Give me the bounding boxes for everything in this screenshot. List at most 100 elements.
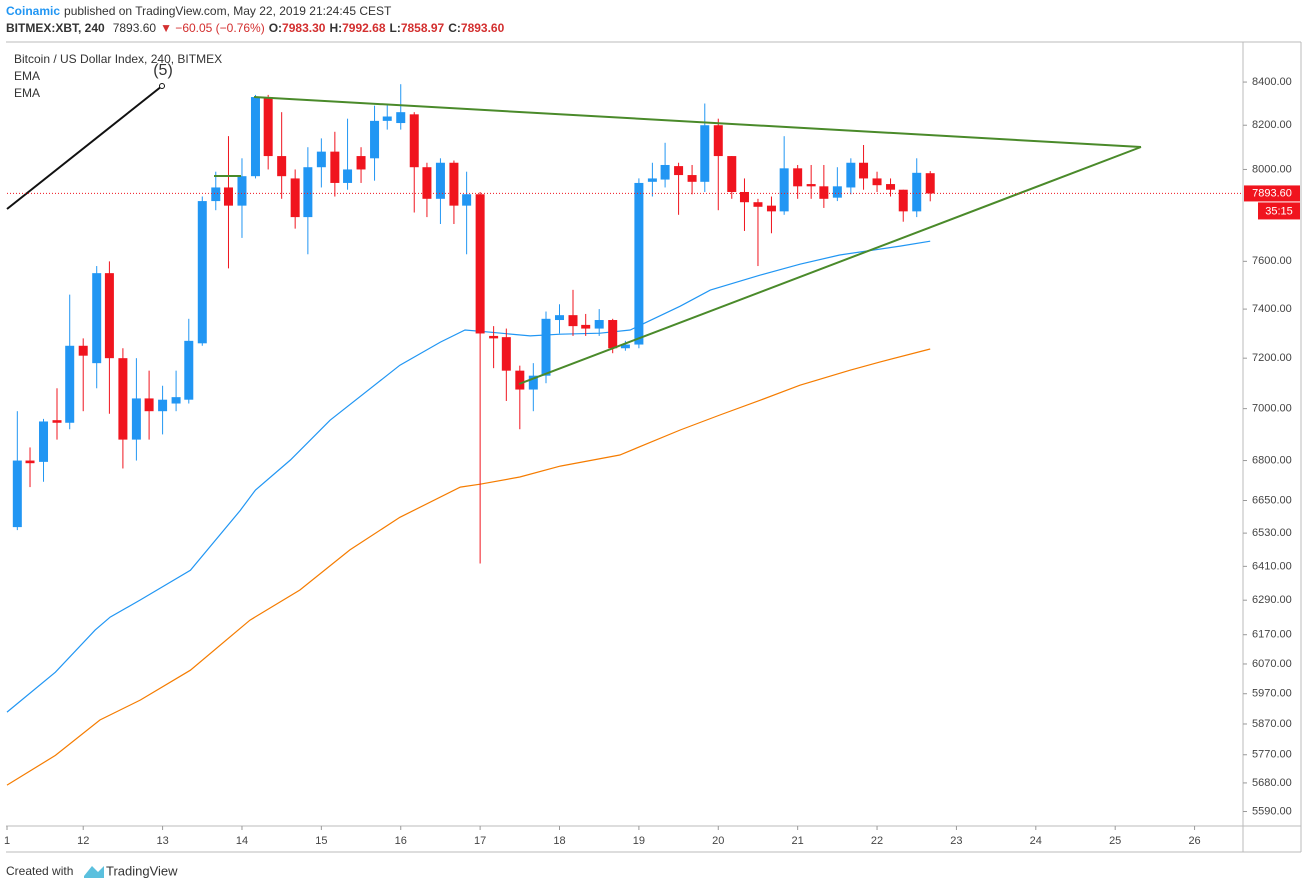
x-tick-label: 15	[315, 835, 327, 847]
candle-body	[92, 273, 102, 364]
price-label: 7893.60	[1252, 187, 1292, 199]
trendline-upper	[253, 96, 1142, 148]
candle-body	[277, 156, 287, 177]
candle-body	[104, 273, 114, 359]
candle-body	[396, 112, 406, 124]
plot	[6, 84, 935, 786]
candle-body	[25, 460, 35, 464]
candle-body	[674, 166, 684, 176]
candle-body	[806, 184, 816, 187]
candle-body	[620, 344, 630, 349]
y-tick-label: 5590.00	[1252, 805, 1292, 817]
x-tick-label: 25	[1109, 835, 1121, 847]
y-tick-label: 7400.00	[1252, 303, 1292, 315]
x-tick-label: 1	[4, 835, 10, 847]
x-tick-label: 19	[633, 835, 645, 847]
wave-point	[159, 83, 165, 89]
trendline-lower	[518, 146, 1142, 385]
x-tick-label: 23	[950, 835, 962, 847]
candle-body	[515, 370, 525, 390]
candle-body	[859, 162, 869, 179]
logo	[84, 866, 104, 878]
o-value: 7983.30	[282, 21, 326, 35]
legend-ema: EMA	[14, 86, 40, 100]
change: ▼ −60.05 (−0.76%)	[160, 21, 265, 35]
l-value: 7858.97	[401, 21, 445, 35]
author[interactable]: Coinamic	[6, 4, 60, 18]
candle-body	[184, 340, 194, 400]
wave-label: (5)	[153, 62, 173, 79]
y-tick-label: 6800.00	[1252, 454, 1292, 466]
c-label: C:	[448, 21, 461, 35]
candle-body	[382, 116, 392, 121]
x-tick-label: 14	[236, 835, 248, 847]
y-tick-label: 8400.00	[1252, 76, 1292, 88]
candle-body	[846, 162, 856, 188]
y-tick-label: 6530.00	[1252, 527, 1292, 539]
symbol-line: BITMEX:XBT, 240 7893.60 ▼ −60.05 (−0.76%) O…	[6, 21, 505, 35]
y-tick-label: 6070.00	[1252, 658, 1292, 670]
candle-body	[223, 187, 233, 206]
y-tick-label: 6170.00	[1252, 629, 1292, 641]
candle-body	[12, 460, 22, 528]
candle-body	[131, 398, 141, 440]
candle-body	[555, 315, 565, 321]
candle-body	[647, 178, 657, 182]
wave-line	[6, 85, 163, 210]
candle-body	[872, 178, 882, 186]
candle-body	[819, 186, 829, 199]
x-tick-label: 18	[553, 835, 565, 847]
candle-body	[700, 125, 710, 182]
candle-body	[489, 335, 499, 339]
x-tick-label: 26	[1188, 835, 1200, 847]
candle-body	[370, 120, 380, 159]
candle-body	[925, 173, 935, 194]
x-tick-label: 24	[1030, 835, 1042, 847]
y-tick-label: 7200.00	[1252, 352, 1292, 364]
candle-body	[753, 202, 763, 207]
candle-body	[356, 156, 366, 170]
candle-body	[739, 191, 749, 203]
candle-body	[528, 375, 538, 390]
candle-body	[158, 399, 168, 412]
candle-body	[581, 324, 591, 329]
x-tick-label: 20	[712, 835, 724, 847]
footer: Created with TradingView	[6, 863, 178, 878]
candle-body	[303, 167, 313, 218]
candle-body	[343, 169, 353, 183]
candle-body	[52, 420, 62, 423]
y-tick-label: 8200.00	[1252, 119, 1292, 131]
candle-body	[634, 182, 644, 345]
candle-body	[78, 345, 88, 356]
y-tick-label: 5680.00	[1252, 777, 1292, 789]
candle-body	[171, 397, 181, 404]
y-tick-label: 6410.00	[1252, 560, 1292, 572]
x-tick-label: 12	[77, 835, 89, 847]
candle-body	[793, 168, 803, 187]
candle-body	[594, 320, 604, 329]
footer-brand[interactable]: TradingView	[106, 863, 178, 878]
candle-body	[687, 175, 697, 182]
h-value: 7992.68	[342, 21, 386, 35]
last: 7893.60	[113, 21, 157, 35]
candle-body	[541, 318, 551, 376]
y-tick-label: 5770.00	[1252, 749, 1292, 761]
candle-body	[435, 162, 445, 199]
y-tick-label: 7000.00	[1252, 403, 1292, 415]
candle-body	[211, 187, 221, 202]
countdown-box	[1258, 202, 1300, 220]
y-tick-label: 5870.00	[1252, 718, 1292, 730]
countdown: 35:15	[1265, 205, 1293, 217]
legend-title: Bitcoin / US Dollar Index, 240, BITMEX	[14, 52, 222, 66]
candle-body	[144, 398, 154, 412]
candle-body	[65, 345, 75, 423]
candle-body	[727, 156, 737, 192]
x-tick-label: 16	[395, 835, 407, 847]
x-tick-label: 13	[156, 835, 168, 847]
y-tick-label: 7600.00	[1252, 255, 1292, 267]
candle-body	[39, 421, 49, 462]
candle-body	[660, 164, 670, 180]
candle-body	[422, 167, 432, 199]
